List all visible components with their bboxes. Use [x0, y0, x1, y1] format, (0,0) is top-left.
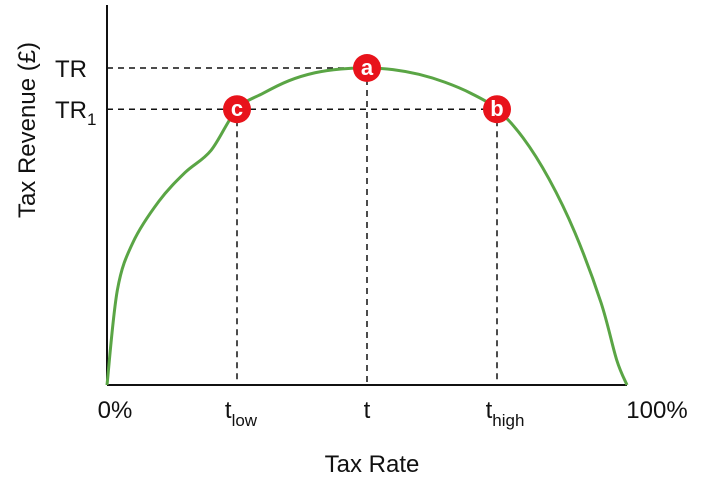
y-tick-tr: TR [55, 56, 87, 83]
y-axis-label: Tax Revenue (£) [14, 42, 41, 218]
point-b-marker [483, 95, 511, 124]
axes [106, 5, 627, 386]
tick-labels: 0% tlow t thigh 100% TR TR1 [55, 56, 688, 430]
y-tick-tr1: TR1 [55, 97, 96, 129]
point-b-label: b [490, 96, 503, 121]
x-tick-full: 100% [626, 397, 687, 424]
x-tick-low: tlow [225, 397, 258, 430]
point-a: a [353, 54, 381, 82]
point-a-label: a [361, 55, 374, 80]
point-c: c [223, 95, 251, 124]
x-tick-zero: 0% [98, 397, 133, 424]
point-a-marker [353, 54, 381, 82]
x-tick-mid: t [364, 397, 371, 424]
x-axis-label: Tax Rate [325, 451, 420, 478]
point-c-marker [223, 95, 251, 124]
point-markers: a b c [223, 54, 511, 124]
x-tick-high: thigh [486, 397, 525, 430]
guide-lines [107, 67, 498, 385]
point-b: b [483, 95, 511, 124]
point-c-label: c [231, 96, 243, 121]
